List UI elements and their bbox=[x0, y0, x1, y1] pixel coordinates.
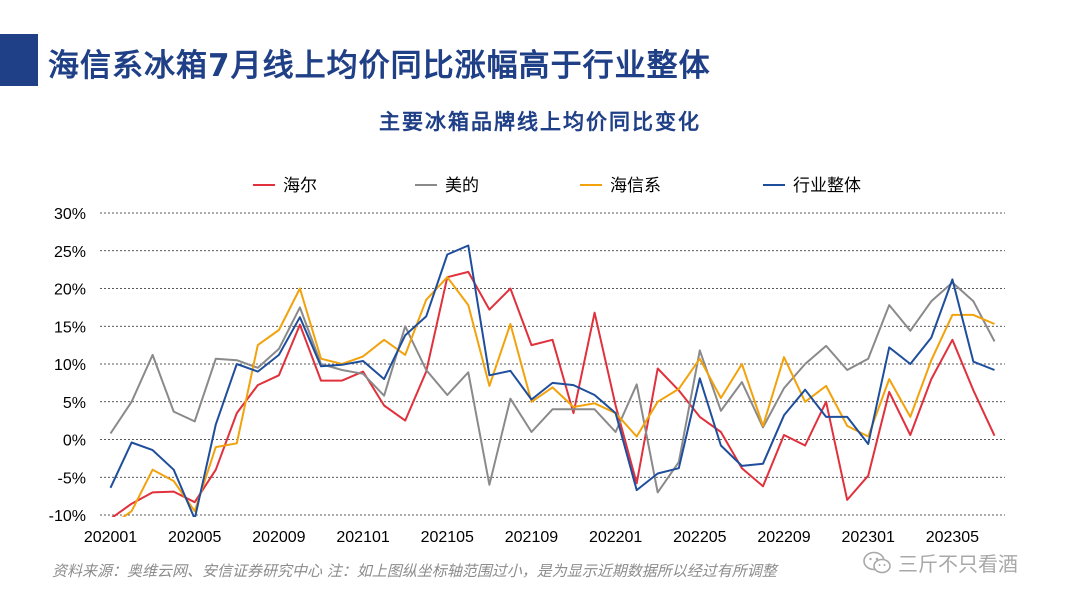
wechat-icon bbox=[863, 551, 891, 573]
legend-label: 美的 bbox=[445, 176, 479, 196]
x-tick-label: 202009 bbox=[252, 529, 305, 546]
x-axis-ticks: 202001 202005 202009 202101 202105 202109 2022… bbox=[84, 529, 979, 546]
gridlines bbox=[100, 212, 1005, 516]
legend: 海尔 美的 海信系 行业整体 bbox=[253, 176, 861, 196]
x-tick-label: 202301 bbox=[842, 529, 895, 546]
series-line-midea bbox=[109, 281, 996, 494]
legend-label: 海尔 bbox=[283, 176, 317, 196]
title-accent-bar bbox=[0, 34, 38, 86]
series-line-hisense bbox=[121, 276, 995, 517]
y-tick-label: 20% bbox=[54, 282, 86, 299]
legend-label: 海信系 bbox=[610, 176, 661, 196]
x-tick-label: 202305 bbox=[926, 529, 979, 546]
y-tick-label: 25% bbox=[54, 244, 86, 261]
y-tick-label: 10% bbox=[54, 357, 86, 374]
x-tick-label: 202201 bbox=[589, 529, 642, 546]
source-note: 资料来源：奥维云网、安信证券研究中心 注：如上图纵坐标轴范围过小，是为显示近期数… bbox=[52, 562, 777, 580]
series-lines bbox=[109, 244, 996, 517]
series-line-industry bbox=[109, 244, 995, 517]
watermark: 三斤不只看酒 bbox=[862, 548, 1018, 577]
legend-label: 行业整体 bbox=[793, 176, 861, 196]
y-tick-label: 30% bbox=[54, 206, 86, 223]
y-axis-ticks: -10% -5% 0% 5% 10% 15% 20% 25% 30% bbox=[49, 206, 86, 525]
x-tick-label: 202205 bbox=[673, 529, 726, 546]
chart-title: 主要冰箱品牌线上均价同比变化 bbox=[379, 110, 701, 134]
x-tick-label: 202109 bbox=[505, 529, 558, 546]
y-tick-label: 0% bbox=[63, 433, 86, 450]
x-tick-label: 202105 bbox=[421, 529, 474, 546]
x-tick-label: 202001 bbox=[84, 529, 137, 546]
x-tick-label: 202005 bbox=[168, 529, 221, 546]
series-line-haier bbox=[111, 270, 996, 517]
watermark-text: 三斤不只看酒 bbox=[898, 552, 1018, 576]
x-tick-label: 202101 bbox=[336, 529, 389, 546]
y-tick-label: -5% bbox=[58, 470, 86, 487]
x-tick-label: 202209 bbox=[757, 529, 810, 546]
y-tick-label: 5% bbox=[63, 395, 86, 412]
page-title: 海信系冰箱7月线上均价同比涨幅高于行业整体 bbox=[48, 48, 711, 84]
y-tick-label: -10% bbox=[49, 508, 86, 525]
y-tick-label: 15% bbox=[54, 319, 86, 336]
